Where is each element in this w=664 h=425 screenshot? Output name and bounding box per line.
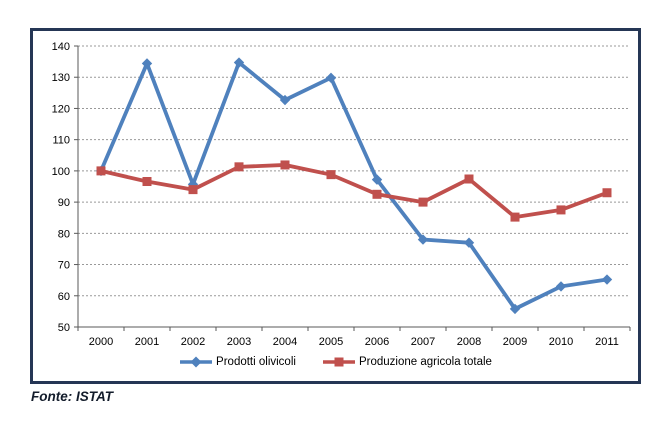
y-axis-tick-labels: 50 60 70 80 90 100 110 120 130 140	[52, 41, 70, 334]
data-point-square	[280, 160, 290, 170]
data-point-diamond	[279, 94, 291, 106]
data-point-square	[96, 166, 106, 176]
y-tick-label: 90	[58, 197, 70, 209]
data-point-diamond	[371, 174, 383, 185]
data-point-square	[464, 174, 474, 184]
x-tick-label: 2008	[457, 336, 481, 348]
x-tick-label: 2009	[503, 336, 527, 348]
data-point-square	[188, 185, 198, 195]
x-tick-label: 2006	[365, 336, 389, 348]
y-tick-label: 120	[52, 103, 70, 115]
series-layer	[95, 57, 613, 315]
data-point-diamond	[555, 281, 567, 292]
gridlines	[78, 45, 630, 297]
x-tick-label: 2010	[549, 336, 573, 348]
data-point-square	[418, 197, 428, 207]
data-point-diamond	[417, 234, 429, 245]
y-tick-label: 50	[58, 322, 70, 334]
axes	[74, 45, 631, 331]
x-tick-label: 2001	[135, 336, 159, 348]
x-tick-label: 2011	[595, 336, 619, 348]
y-tick-label: 80	[58, 228, 70, 240]
x-tick-label: 2003	[227, 336, 251, 348]
y-tick-label: 130	[52, 72, 70, 84]
y-tick-label: 60	[58, 291, 70, 303]
data-point-diamond	[141, 58, 153, 69]
y-tick-label: 110	[52, 135, 70, 147]
x-tick-label: 2007	[411, 336, 435, 348]
x-tick-label: 2000	[89, 336, 113, 348]
series-line-1	[100, 163, 608, 220]
x-tick-label: 2002	[181, 336, 205, 348]
data-point-diamond	[325, 72, 337, 84]
series-line-0	[99, 58, 608, 312]
y-tick-label: 70	[58, 260, 70, 272]
data-point-square	[602, 188, 612, 198]
data-point-diamond	[233, 57, 245, 68]
y-tick-label: 100	[52, 166, 70, 178]
data-point-square	[234, 162, 244, 172]
data-point-diamond	[509, 303, 521, 315]
data-point-diamond	[187, 179, 199, 190]
x-axis-tick-labels: 2000 2001 2002 2003 2004 2005 2006 2007 2008 2009…	[89, 336, 619, 348]
data-point-square	[510, 212, 520, 222]
data-point-square	[142, 177, 152, 187]
y-tick-label: 140	[52, 41, 70, 53]
data-point-diamond	[601, 274, 613, 285]
data-point-diamond	[463, 237, 475, 248]
data-point-square	[556, 205, 566, 215]
chart-panel: 50 60 70 80 90 100 110 120 130 140 2000 2001 2002 20…	[30, 28, 641, 384]
source-note: Fonte: ISTAT	[31, 389, 113, 404]
x-tick-label: 2004	[273, 336, 297, 348]
x-tick-label: 2005	[319, 336, 343, 348]
data-point-square	[326, 170, 336, 180]
data-point-square	[372, 189, 382, 199]
